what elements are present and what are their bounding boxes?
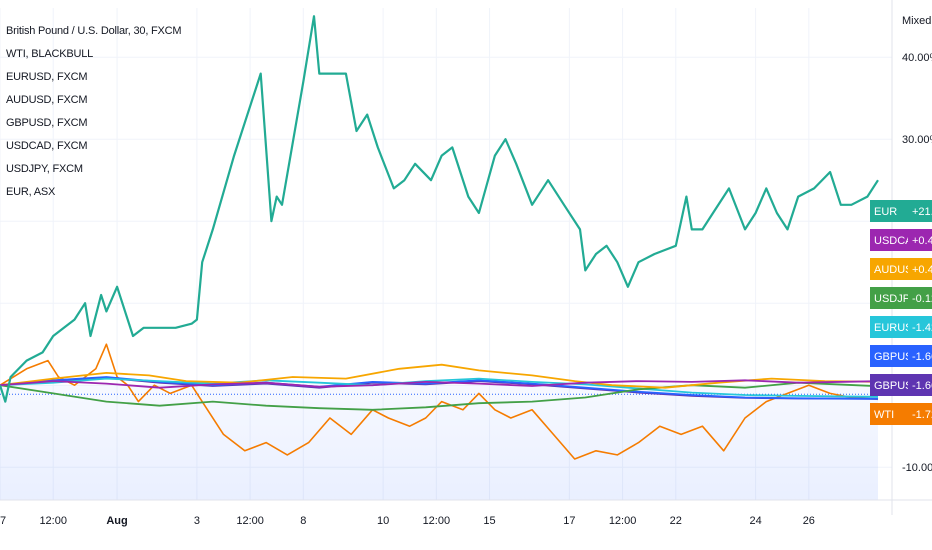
x-tick-label: 17	[563, 515, 575, 527]
x-tick-label: 27	[0, 515, 6, 527]
badge-value-wti	[908, 403, 932, 425]
x-tick-label: 26	[803, 515, 815, 527]
legend-gbpusd[interactable]: GBPUSD, FXCM	[6, 117, 88, 129]
legend-eurusd[interactable]: EURUSD, FXCM	[6, 71, 88, 83]
badge-series-value: -1.66%	[912, 351, 932, 363]
series-line-eur[interactable]	[0, 15, 879, 403]
y-tick-label: 30.00%	[902, 134, 932, 146]
y-axis[interactable]: 40.00% 30.00% -10.00%	[891, 0, 932, 515]
baseline-area	[0, 385, 878, 500]
series-layer	[0, 15, 879, 460]
x-tick-label: 12:00	[423, 515, 451, 527]
badge-series-value: -1.42%	[912, 322, 932, 334]
x-tick-label: 12:00	[39, 515, 67, 527]
badge-value-gbpusd	[908, 374, 932, 396]
y-tick-label: -10.00%	[902, 462, 932, 474]
badge-value-eur	[908, 200, 932, 222]
badge-value-eurusd	[908, 316, 932, 338]
y-tick-label: 40.00%	[902, 52, 932, 64]
badge-value-usdjpy	[908, 287, 932, 309]
badge-series-value: -0.12%	[912, 293, 932, 305]
x-axis[interactable]: 27 12:00 Aug 3 12:00 8 10 12:00 15 17 12:00 22 24 26	[0, 499, 932, 527]
x-tick-label: 12:00	[609, 515, 637, 527]
last-value-badges: EUR+21.13%USDCAD+0.49%AUDUSD+0.41%USDJPY…	[870, 200, 932, 425]
badge-name-eur	[870, 200, 908, 222]
x-tick-label: 8	[300, 515, 306, 527]
x-tick-label: Aug	[106, 515, 127, 527]
badge-name-gbpusd	[870, 374, 908, 396]
badge-series-value: -1.66%	[912, 380, 932, 392]
badge-series-name: EUR	[874, 206, 897, 218]
legend-usdcad[interactable]: USDCAD, FXCM	[6, 140, 88, 152]
legend-eur-asx[interactable]: EUR, ASX	[6, 186, 56, 198]
badge-series-value: +0.49%	[912, 235, 932, 247]
badge-value-usdcad	[908, 229, 932, 251]
x-tick-label: 10	[377, 515, 389, 527]
x-tick-label: 3	[194, 515, 200, 527]
badge-name-eurusd	[870, 316, 908, 338]
series-line-usdjpy[interactable]	[0, 381, 879, 411]
series-line-usdcad[interactable]	[0, 379, 879, 389]
badge-name-usdjpy	[870, 287, 908, 309]
badge-name-audusd	[870, 258, 908, 280]
badge-series-name: WTI	[874, 409, 894, 421]
scale-mode-label[interactable]: Mixed	[902, 15, 932, 27]
badge-value-gbpusd	[908, 345, 932, 367]
legend-usdjpy[interactable]: USDJPY, FXCM	[6, 163, 83, 175]
badge-series-value: +0.41%	[912, 264, 932, 276]
legend: British Pound / U.S. Dollar, 30, FXCM WT…	[6, 20, 182, 204]
legend-wti[interactable]: WTI, BLACKBULL	[6, 48, 94, 60]
badge-name-wti	[870, 403, 908, 425]
x-tick-label: 24	[749, 515, 761, 527]
badge-name-gbpusd	[870, 345, 908, 367]
x-tick-label: 15	[483, 515, 495, 527]
badge-name-usdcad	[870, 229, 908, 251]
x-tick-label: 22	[670, 515, 682, 527]
badge-series-value: -1.72%	[912, 409, 932, 421]
legend-main-symbol[interactable]: British Pound / U.S. Dollar, 30, FXCM	[6, 25, 182, 37]
x-tick-label: 12:00	[236, 515, 264, 527]
badge-series-value: +21.13%	[912, 206, 932, 218]
badge-value-audusd	[908, 258, 932, 280]
series-line-wti[interactable]	[0, 343, 879, 460]
series-line-audusd[interactable]	[0, 363, 879, 389]
legend-audusd[interactable]: AUDUSD, FXCM	[6, 94, 88, 106]
badge-series-name: USDJPY	[874, 293, 918, 305]
